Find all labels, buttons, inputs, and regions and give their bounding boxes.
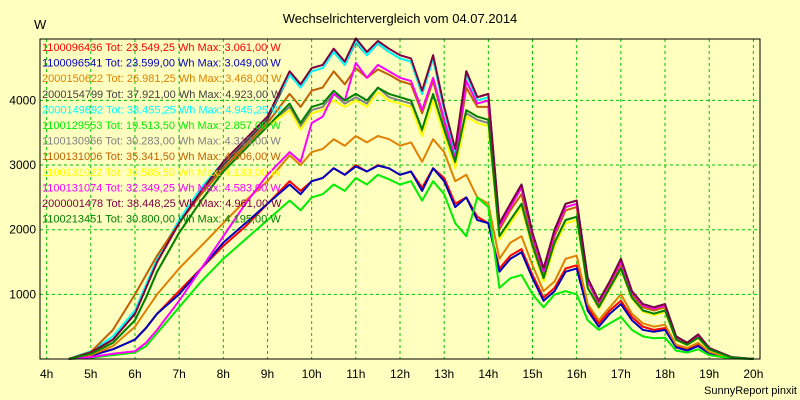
legend-entry-1100131074: 1100131074 Tot: 32.349,25 Wh Max: 4.583,… <box>42 182 281 194</box>
x-tick-label-6: 10h <box>302 367 322 381</box>
series-line-1100129553 <box>68 173 754 360</box>
x-tick-label-8: 12h <box>390 367 410 381</box>
legend-entry-1100096541: 1100096541 Tot: 23.599,00 Wh Max: 3.049,… <box>42 58 281 70</box>
series-line-1100213451 <box>68 86 754 360</box>
y-tick-label-2: 3000 <box>9 158 36 172</box>
x-tick-label-16: 20h <box>743 367 763 381</box>
y-axis-label: W <box>34 17 47 32</box>
legend-entry-2000001478: 2000001478 Tot: 38.448,25 Wh Max: 4.961,… <box>42 198 282 210</box>
x-tick-label-14: 18h <box>655 367 675 381</box>
chart-title: Wechselrichtervergleich vom 04.07.2014 <box>283 11 518 26</box>
plot-frame <box>39 38 761 360</box>
series-line-1100096541 <box>68 164 754 360</box>
legend-entry-2000154799: 2000154799 Tot: 37.921,00 Wh Max: 4.923,… <box>42 89 282 101</box>
legend-entry-1100129553: 1100129553 Tot: 19.513,50 Wh Max: 2.857,… <box>42 120 281 132</box>
x-tick-label-13: 17h <box>611 367 631 381</box>
y-tick-label-1: 2000 <box>9 223 36 237</box>
series-lines <box>68 37 754 360</box>
x-tick-label-10: 14h <box>478 367 498 381</box>
x-tick-label-7: 11h <box>346 367 365 381</box>
x-tick-label-11: 15h <box>522 367 542 381</box>
x-tick-label-5: 9h <box>261 367 274 381</box>
series-line-2000150622 <box>68 135 754 360</box>
legend-entry-1100131006: 1100131006 Tot: 35.341,50 Wh Max: 4.506,… <box>42 151 281 163</box>
x-tick-label-15: 19h <box>699 367 719 381</box>
x-tick-label-12: 16h <box>567 367 587 381</box>
y-tick-label-0: 1000 <box>9 287 36 301</box>
legend-entry-1100130966: 1100130966 Tot: 30.283,00 Wh Max: 4.313,… <box>42 136 281 148</box>
x-tick-label-0: 4h <box>40 367 53 381</box>
x-tick-label-9: 13h <box>434 367 454 381</box>
series-line-2000001478 <box>68 37 754 360</box>
legend: 1100096436 Tot: 23.549,25 Wh Max: 3.061,… <box>42 42 282 226</box>
x-tick-label-2: 6h <box>128 367 141 381</box>
y-tick-label-3: 4000 <box>9 93 36 107</box>
legend-entry-1100213451: 1100213451 Tot: 30.800,00 Wh Max: 4.195,… <box>42 214 281 226</box>
legend-entry-2000149892: 2000149892 Tot: 38.455,25 Wh Max: 4.945,… <box>42 104 282 116</box>
legend-entry-1100131022: 1100131022 Tot: 30.585,50 Wh Max: 4.133,… <box>42 167 281 179</box>
legend-entry-1100096436: 1100096436 Tot: 23.549,25 Wh Max: 3.061,… <box>42 42 281 54</box>
y-tick-labels: 1000 2000 3000 4000 <box>9 93 36 301</box>
series-line-1100096436 <box>68 164 754 360</box>
x-tick-labels: 4h 5h 6h 7h 8h 9h 10h 11h 12h 13h 14h 15h 16h 17h 18h 1… <box>40 367 763 381</box>
credit-text: SunnyReport pinxit <box>704 385 797 397</box>
x-tick-label-4: 8h <box>217 367 230 381</box>
x-tick-label-1: 5h <box>84 367 97 381</box>
x-tick-label-3: 7h <box>172 367 185 381</box>
legend-entry-2000150622: 2000150622 Tot: 26.981,25 Wh Max: 3.468,… <box>42 73 282 85</box>
